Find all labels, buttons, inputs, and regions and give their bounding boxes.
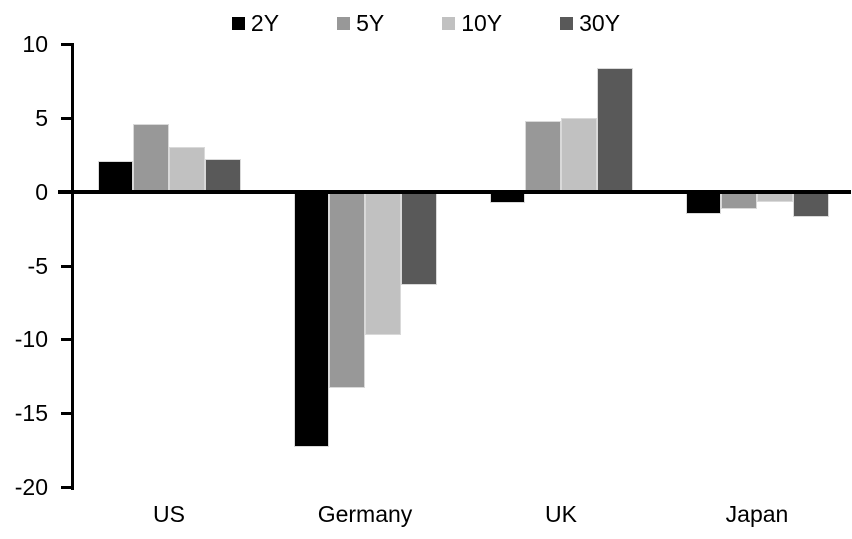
legend-label: 2Y [250,9,280,36]
y-tick-label: -5 [27,253,48,279]
legend-swatch-10y [442,16,456,30]
y-tick-label: -15 [14,400,48,426]
legend-item-2y: 2Y [231,9,280,36]
y-axis-tick [61,412,74,415]
legend-label: 30Y [579,9,621,36]
y-axis-tick [61,265,74,268]
bar-germany-5y [329,191,365,389]
x-axis-label-uk: UK [545,501,577,527]
legend-label: 10Y [461,9,503,36]
bar-us-5y [133,123,169,192]
bar-germany-30y [400,191,437,285]
legend-item-5y: 5Y [337,9,385,36]
bar-us-10y [169,147,205,192]
bar-uk-5y [525,120,561,192]
bar-uk-30y [596,67,633,192]
legend-item-30y: 30Y [560,9,621,36]
y-tick-label: 10 [22,31,48,57]
legend-label: 5Y [356,9,385,36]
y-tick-label: -20 [14,474,48,500]
zero-baseline [58,189,851,194]
y-tick-label: 0 [35,179,48,205]
legend-item-10y: 10Y [442,9,503,36]
bar-us-30y [204,159,241,192]
x-axis-label-germany: Germany [317,501,413,527]
bar-japan-30y [792,191,829,217]
y-axis-tick [61,486,74,489]
bar-germany-10y [365,191,401,335]
bar-japan-5y [721,191,757,210]
bar-japan-2y [685,191,722,214]
y-axis-tick [61,117,74,120]
y-tick-label: -10 [14,326,48,352]
legend-swatch-30y [560,16,574,30]
y-axis-tick [61,338,74,341]
y-tick-label: 5 [35,105,48,131]
bar-us-2y [97,160,134,192]
legend-swatch-5y [337,16,351,30]
x-axis-label-japan: Japan [725,501,789,527]
bar-uk-10y [561,117,597,192]
bar-germany-2y [293,191,330,448]
y-axis-tick [61,43,74,46]
x-axis-label-us: US [153,501,185,527]
chart-legend: 2Y 5Y 10Y 30Y [0,6,852,40]
legend-swatch-2y [231,16,245,30]
